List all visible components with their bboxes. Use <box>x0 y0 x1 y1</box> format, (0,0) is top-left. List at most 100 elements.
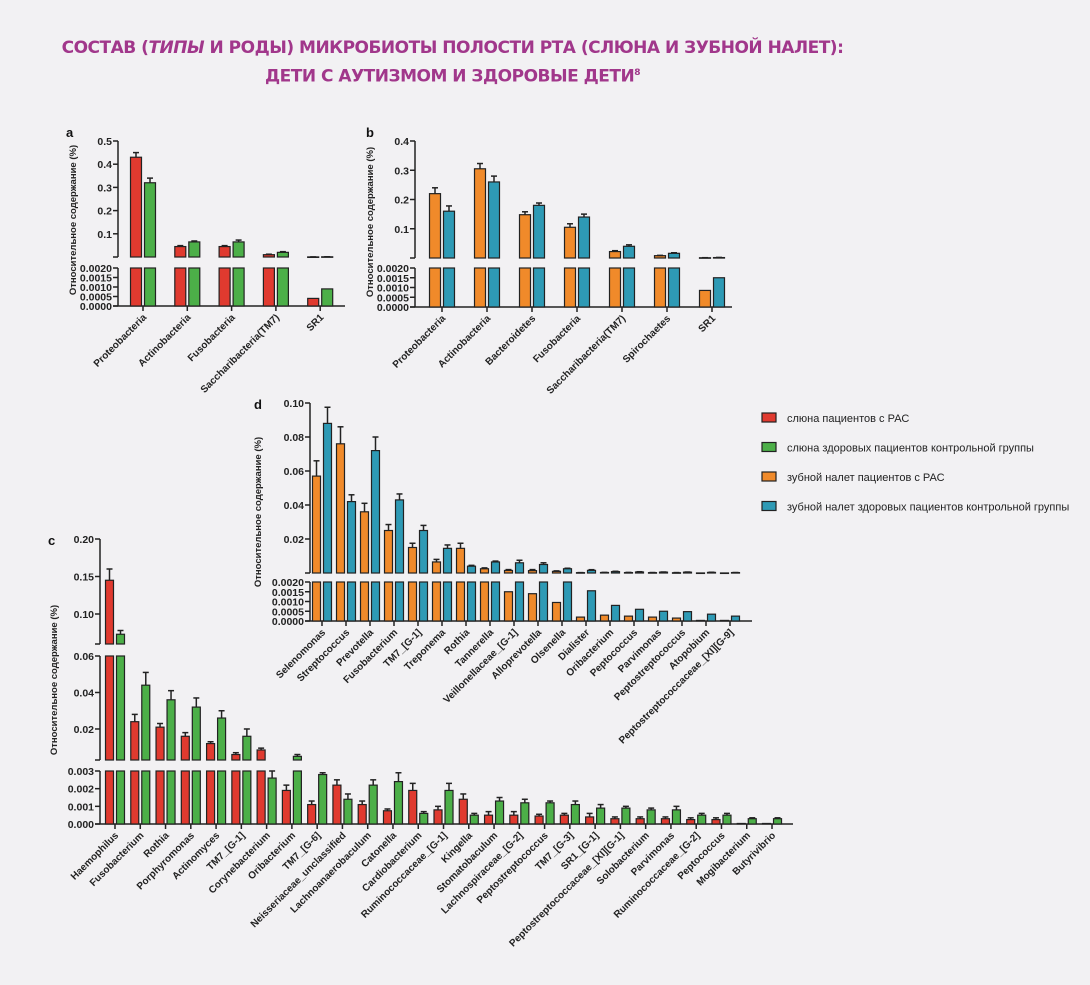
bar-d-1-3 <box>394 581 405 622</box>
bar-c-1-18 <box>570 803 580 825</box>
bar-b-0-3 <box>563 267 577 308</box>
y-tick-label: 0.0010 <box>80 282 112 294</box>
bar-d-0-0 <box>311 581 322 622</box>
bar-b-1-4 <box>622 267 636 308</box>
y-tick-label: 0.5 <box>97 136 112 148</box>
bar-d-0-7 <box>479 581 490 622</box>
y-tick-label: 0.1 <box>97 229 112 241</box>
bar-c-0-12 <box>408 789 418 825</box>
bar-b-1-3 <box>577 216 591 259</box>
y-axis-title: Относительное содержание (%) <box>253 437 264 587</box>
bar-d-0-3 <box>383 581 394 622</box>
y-tick-label: 0.0005 <box>80 292 112 304</box>
bar-d-1-1 <box>346 501 357 574</box>
bar-c-0-10 <box>357 803 367 825</box>
bar-a-0-3 <box>262 267 275 307</box>
y-tick-label: 0.002 <box>68 784 94 796</box>
bar-d-0-16 <box>695 572 706 575</box>
bar-d-0-4 <box>407 581 418 622</box>
bar-b-0-5 <box>653 267 667 308</box>
bar-d-0-11 <box>575 616 586 622</box>
bar-a-0-1 <box>174 267 187 307</box>
bar-c-0-9 <box>332 784 342 825</box>
bar-b-1-0 <box>442 210 456 259</box>
bar-d-1-13 <box>634 608 645 622</box>
y-tick-label: 0.0015 <box>80 273 112 285</box>
x-tick-label: SR1 <box>305 312 327 334</box>
bar-b-0-0 <box>428 193 442 259</box>
bar-c-0-17 <box>534 815 544 825</box>
bar-b-0-1 <box>473 168 487 259</box>
bar-c-0-2 <box>155 726 165 761</box>
bar-c-1-7 <box>292 770 302 825</box>
bar-c-0-0 <box>104 655 115 761</box>
bar-d-0-14 <box>647 616 658 622</box>
bar-c-0-6 <box>256 749 266 761</box>
y-tick-label: 0.2 <box>394 195 409 207</box>
bar-d-1-4 <box>418 529 429 574</box>
bar-b-1-3 <box>577 267 591 308</box>
bar-c-1-16 <box>520 802 530 825</box>
y-tick-label: 0.02 <box>284 534 305 546</box>
bar-b-0-2 <box>518 267 532 308</box>
bar-d-1-2 <box>370 581 381 622</box>
bar-c-0-14 <box>458 798 468 825</box>
legend-swatch <box>761 441 777 453</box>
bar-b-0-3 <box>563 226 577 259</box>
bar-c-1-17 <box>545 802 555 825</box>
title-line-2: ДЕТИ С АУТИЗМОМ И ЗДОРОВЫЕ ДЕТИ8 <box>0 61 905 90</box>
bar-d-1-7 <box>490 581 501 622</box>
bar-d-1-3 <box>394 499 405 574</box>
bar-d-1-10 <box>562 581 573 622</box>
bar-c-0-22 <box>660 818 671 825</box>
footnote-ref: 8 <box>634 68 640 78</box>
x-tick-label: Saccharibacteria(TM7) <box>545 313 628 396</box>
bar-d-1-16 <box>706 613 717 622</box>
bar-d-0-9 <box>527 593 538 622</box>
bar-c-0-4 <box>205 770 216 825</box>
bar-c-1-25 <box>747 818 757 825</box>
bar-b-1-2 <box>532 267 546 308</box>
bar-d-1-9 <box>538 563 549 574</box>
y-tick-label: 0.003 <box>68 766 94 778</box>
bar-c-0-6 <box>256 770 266 825</box>
y-axis-title: Относительное содержание (%) <box>49 605 60 755</box>
bar-c-0-20 <box>610 818 620 825</box>
bar-d-1-9 <box>538 581 549 622</box>
y-tick-label: 0.0010 <box>377 283 409 295</box>
panel-letter: c <box>48 533 55 548</box>
bar-d-0-1 <box>335 581 346 622</box>
y-tick-label: 0.02 <box>74 724 95 736</box>
y-tick-label: 0.0010 <box>272 597 304 609</box>
bar-d-1-5 <box>442 581 453 622</box>
panel-b: b Относительное содержание (%)0.00000.000… <box>365 125 732 397</box>
bar-d-1-0 <box>322 422 333 574</box>
bar-a-0-0 <box>129 267 143 307</box>
panel-d: d Относительное содержание (%) 0.00000.000… <box>253 397 752 746</box>
y-tick-label: 0.10 <box>74 609 95 621</box>
y-tick-label: 0.0000 <box>272 616 304 628</box>
bar-c-1-6 <box>267 777 277 825</box>
bar-b-1-5 <box>667 252 681 259</box>
bar-c-1-12 <box>419 812 429 825</box>
x-tick-label: Spirochaetes <box>621 313 673 365</box>
bar-c-1-10 <box>368 784 378 825</box>
bar-a-1-3 <box>276 267 289 307</box>
bar-d-0-17 <box>719 619 730 622</box>
bar-d-0-0 <box>311 475 322 574</box>
bar-c-0-24 <box>711 818 721 825</box>
bar-b-1-1 <box>487 267 501 308</box>
bar-c-1-7 <box>292 755 302 761</box>
bar-c-1-11 <box>393 780 404 825</box>
bar-d-1-8 <box>514 581 525 622</box>
bar-b-0-6 <box>698 289 712 308</box>
bar-a-1-0 <box>143 267 157 307</box>
bar-c-0-19 <box>585 816 595 825</box>
bar-a-1-0 <box>143 182 157 258</box>
bar-c-1-13 <box>444 789 454 825</box>
bar-c-0-11 <box>382 810 393 825</box>
legend-label: зубной налет пациентов с РАС <box>787 472 945 484</box>
y-tick-label: 0.3 <box>97 182 112 194</box>
bar-b-0-4 <box>608 250 622 259</box>
bar-b-1-6 <box>712 277 726 308</box>
